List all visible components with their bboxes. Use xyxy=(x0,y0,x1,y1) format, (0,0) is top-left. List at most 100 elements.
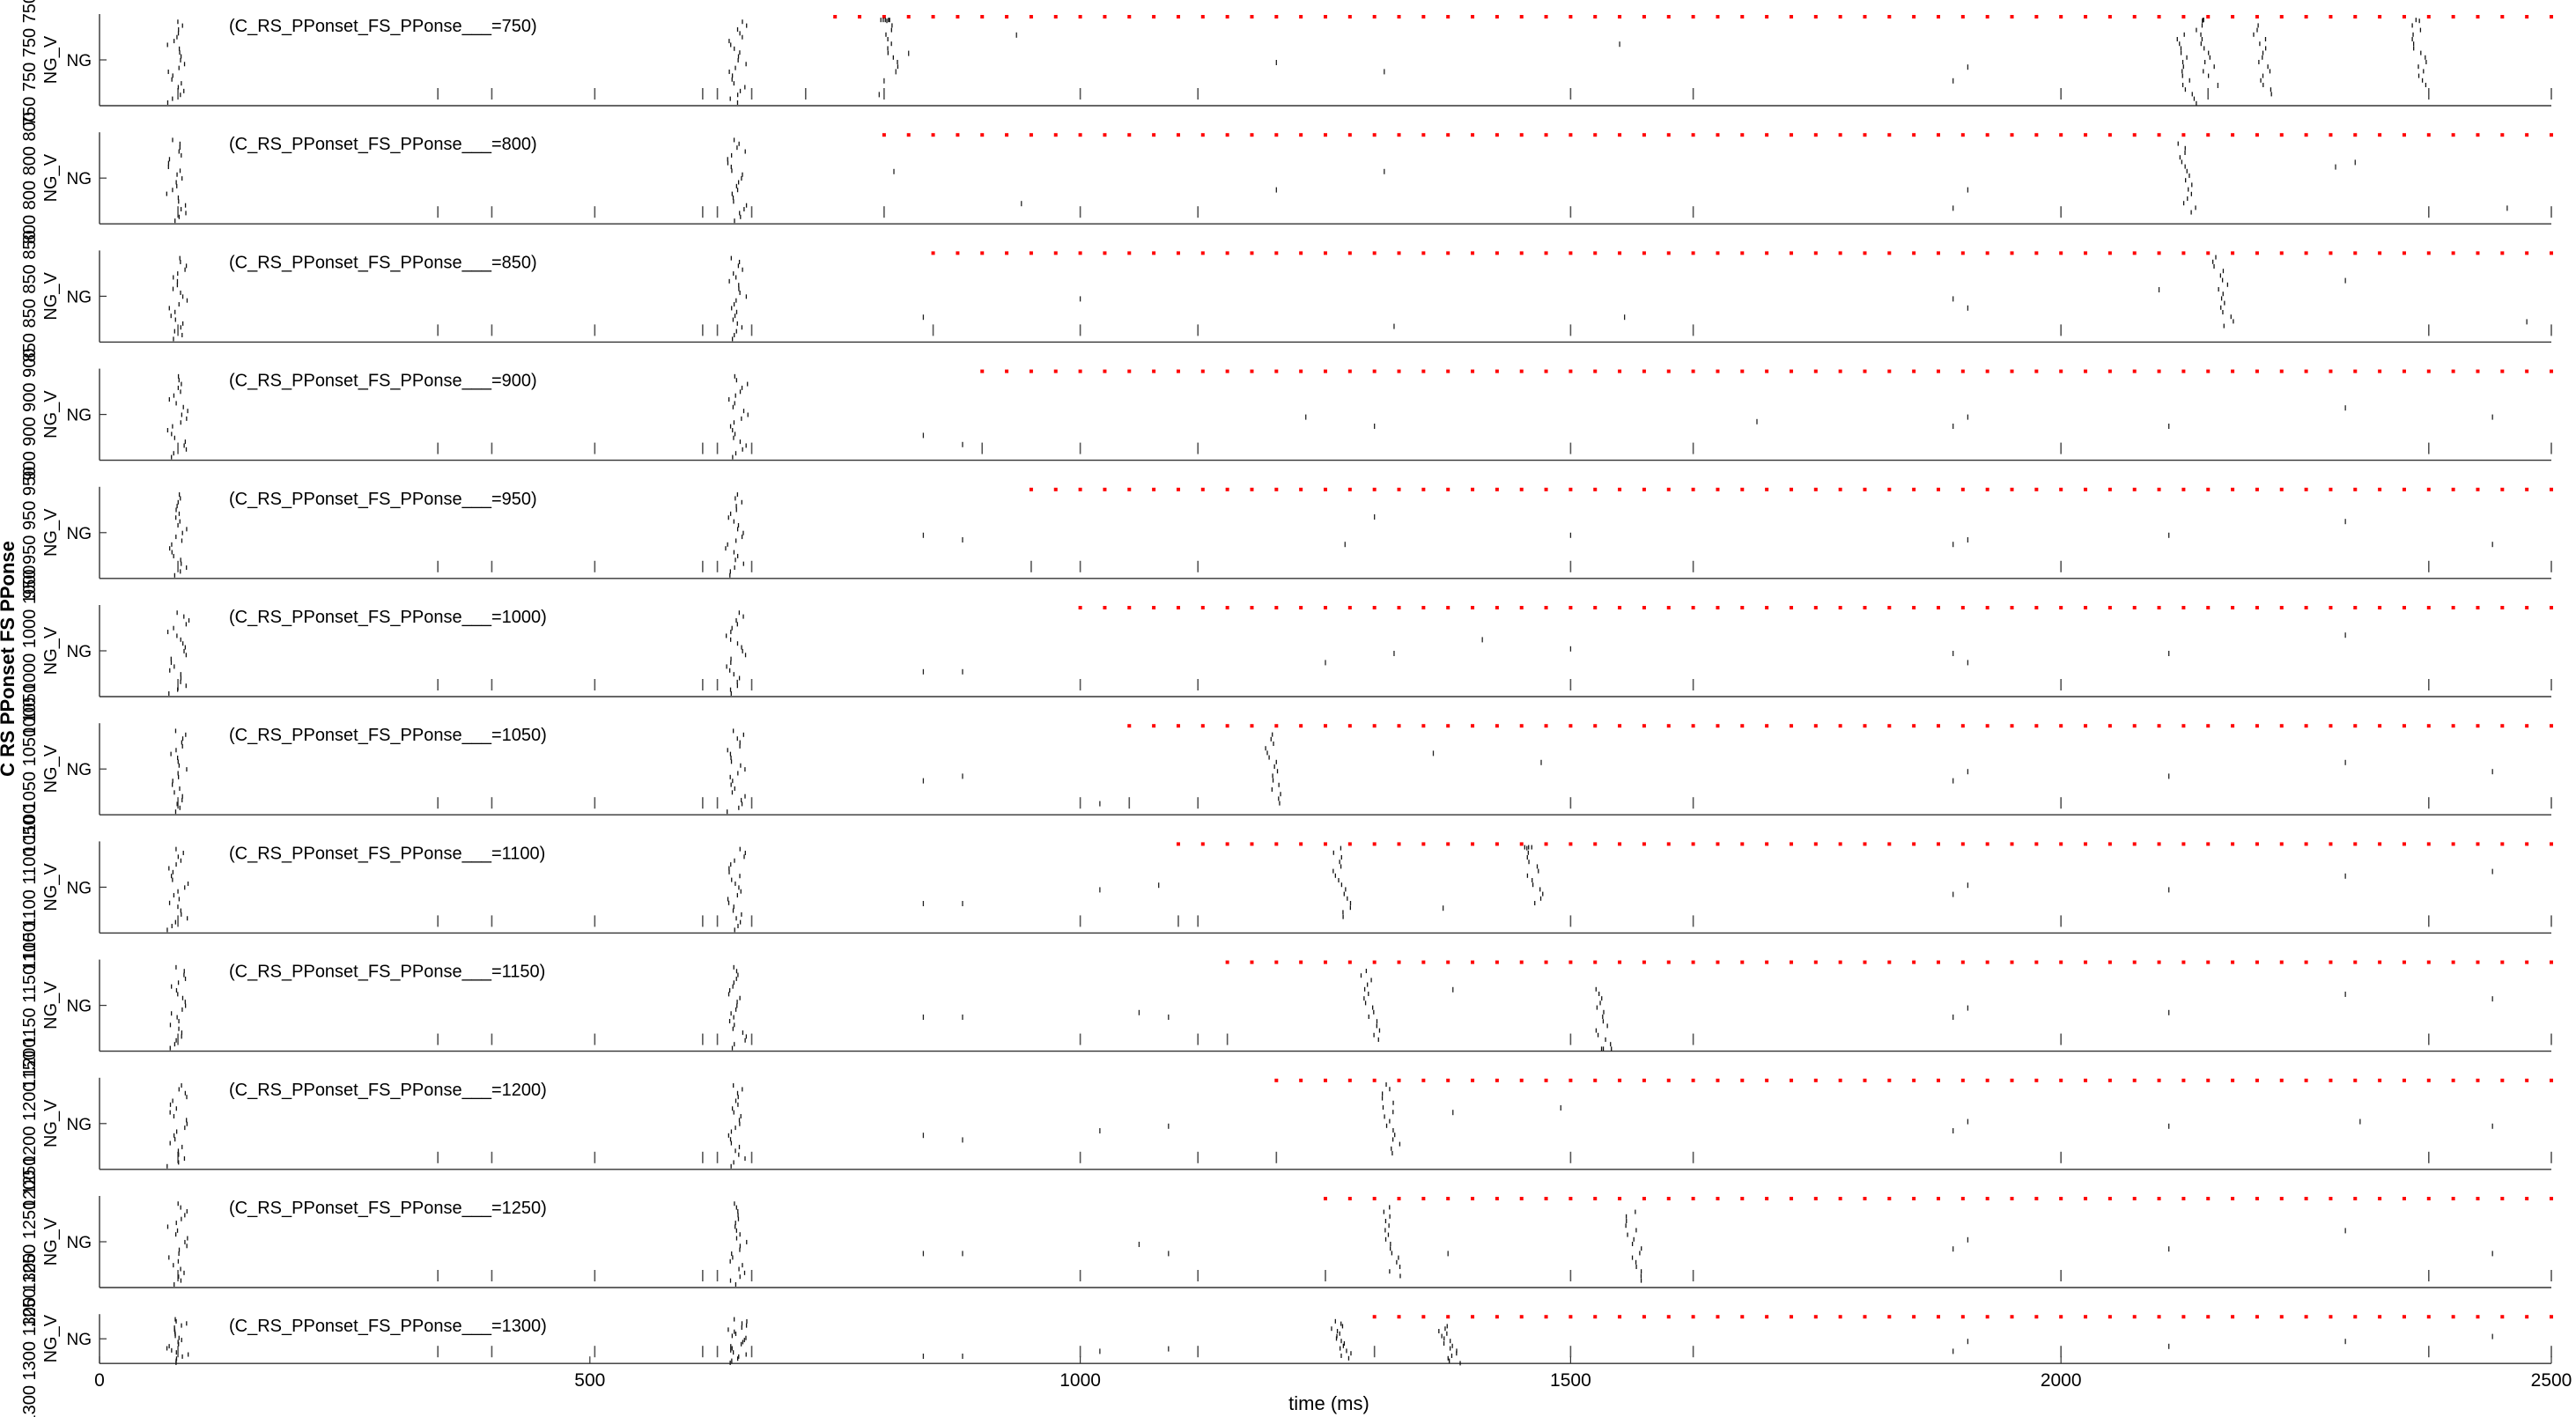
stimulus-marker xyxy=(2451,1197,2455,1200)
stimulus-marker xyxy=(2550,1197,2553,1200)
raster-panel: NG_V NG 900 900 900 900 (C_RS_PPonset_FS_PP… xyxy=(20,349,2553,481)
stimulus-marker xyxy=(1618,251,1622,255)
stimulus-marker xyxy=(1471,487,1475,491)
stimulus-marker xyxy=(2525,251,2529,255)
stimulus-marker xyxy=(1937,606,1940,609)
stimulus-marker xyxy=(1985,842,1989,846)
stimulus-marker xyxy=(1519,133,1524,137)
stimulus-marker xyxy=(1716,369,1720,373)
stimulus-marker xyxy=(2279,1197,2284,1200)
stimulus-marker xyxy=(2059,960,2063,964)
stimulus-marker xyxy=(1863,15,1867,18)
stimulus-marker xyxy=(1225,960,1229,964)
panel-side-values: 900 900 900 900 xyxy=(20,349,40,481)
stimulus-marker xyxy=(1838,133,1842,137)
stimulus-marker xyxy=(2525,15,2529,18)
panel-y-tick-label: NG xyxy=(67,643,92,661)
stimulus-marker xyxy=(1446,487,1450,491)
stimulus-marker xyxy=(2084,1197,2088,1200)
stimulus-marker xyxy=(2353,1197,2358,1200)
stimulus-marker xyxy=(2157,1197,2161,1200)
stimulus-marker xyxy=(1397,724,1401,728)
stimulus-marker xyxy=(2107,1197,2112,1200)
stimulus-marker xyxy=(1299,1078,1303,1082)
stimulus-marker xyxy=(1324,606,1327,609)
stimulus-marker xyxy=(1446,251,1450,255)
stimulus-marker xyxy=(2525,487,2529,491)
stimulus-marker xyxy=(1912,15,1916,18)
stimulus-marker xyxy=(2181,724,2186,728)
stimulus-marker xyxy=(1740,606,1745,609)
stimulus-marker xyxy=(1250,251,1254,255)
stimulus-marker xyxy=(2378,369,2382,373)
stimulus-marker xyxy=(2402,369,2406,373)
stimulus-marker xyxy=(1765,842,1769,846)
stimulus-marker xyxy=(2500,724,2505,728)
stimulus-marker xyxy=(2010,842,2014,846)
stimulus-marker xyxy=(1421,15,1426,18)
stimulus-marker xyxy=(1471,1315,1475,1319)
stimulus-marker xyxy=(1200,842,1205,846)
stimulus-marker xyxy=(1618,133,1622,137)
stimulus-marker xyxy=(2353,1078,2358,1082)
stimulus-marker xyxy=(1053,15,1058,18)
stimulus-marker xyxy=(2206,960,2211,964)
stimulus-marker xyxy=(2034,487,2039,491)
stimulus-marker xyxy=(1960,15,1965,18)
stimulus-marker xyxy=(2132,1078,2137,1082)
stimulus-marker xyxy=(2476,251,2480,255)
panel-side-values: 1100 1100 1100 1100 xyxy=(20,804,40,970)
stimulus-marker xyxy=(2157,606,2161,609)
stimulus-marker xyxy=(1813,606,1818,609)
stimulus-marker xyxy=(1324,960,1327,964)
stimulus-marker xyxy=(2132,487,2137,491)
stimulus-marker xyxy=(1397,960,1401,964)
raster-panel: NG_V NG 1000 1000 1000 1000 (C_RS_PPonset_F… xyxy=(20,565,2553,736)
stimulus-marker xyxy=(2206,606,2211,609)
stimulus-marker xyxy=(2206,1078,2211,1082)
stimulus-marker xyxy=(1838,15,1842,18)
stimulus-marker xyxy=(2353,724,2358,728)
panel-title: (C_RS_PPonset_FS_PPonse___=850) xyxy=(229,253,537,272)
panel-side-values: 1250 1250 1250 1250 xyxy=(20,1156,40,1328)
stimulus-marker xyxy=(2181,251,2186,255)
stimulus-marker xyxy=(1324,842,1327,846)
stimulus-marker xyxy=(1716,1197,1720,1200)
stimulus-marker xyxy=(2525,369,2529,373)
stimulus-marker xyxy=(1937,369,1940,373)
stimulus-marker xyxy=(2550,724,2553,728)
panel-y-tick-label: NG xyxy=(67,998,92,1016)
stimulus-marker xyxy=(1887,842,1892,846)
stimulus-marker xyxy=(2304,15,2308,18)
figure-side-label: C RS PPonset FS PPonse xyxy=(0,541,18,777)
stimulus-marker xyxy=(2451,133,2455,137)
stimulus-marker xyxy=(1765,724,1769,728)
stimulus-marker xyxy=(1495,724,1499,728)
stimulus-marker xyxy=(1005,251,1009,255)
stimulus-marker xyxy=(1299,724,1303,728)
panel-side-values: 1150 1150 1150 1150 xyxy=(20,922,40,1089)
stimulus-marker xyxy=(1397,606,1401,609)
stimulus-marker xyxy=(1519,1197,1524,1200)
stimulus-marker xyxy=(1495,1078,1499,1082)
stimulus-marker xyxy=(2181,1197,2186,1200)
stimulus-marker xyxy=(2402,842,2406,846)
stimulus-marker xyxy=(1200,487,1205,491)
stimulus-marker xyxy=(1544,1078,1548,1082)
stimulus-marker xyxy=(2255,15,2259,18)
stimulus-marker xyxy=(2010,606,2014,609)
stimulus-marker xyxy=(1446,369,1450,373)
stimulus-marker xyxy=(1347,842,1352,846)
stimulus-marker xyxy=(2255,606,2259,609)
stimulus-marker xyxy=(2231,369,2235,373)
stimulus-marker xyxy=(1985,1197,1989,1200)
stimulus-marker xyxy=(1740,842,1745,846)
stimulus-marker xyxy=(2476,606,2480,609)
stimulus-marker xyxy=(2279,1078,2284,1082)
stimulus-marker xyxy=(2255,724,2259,728)
stimulus-marker xyxy=(1789,15,1793,18)
stimulus-marker xyxy=(1421,369,1426,373)
stimulus-marker xyxy=(1495,133,1499,137)
stimulus-marker xyxy=(2107,960,2112,964)
stimulus-marker xyxy=(1789,487,1793,491)
